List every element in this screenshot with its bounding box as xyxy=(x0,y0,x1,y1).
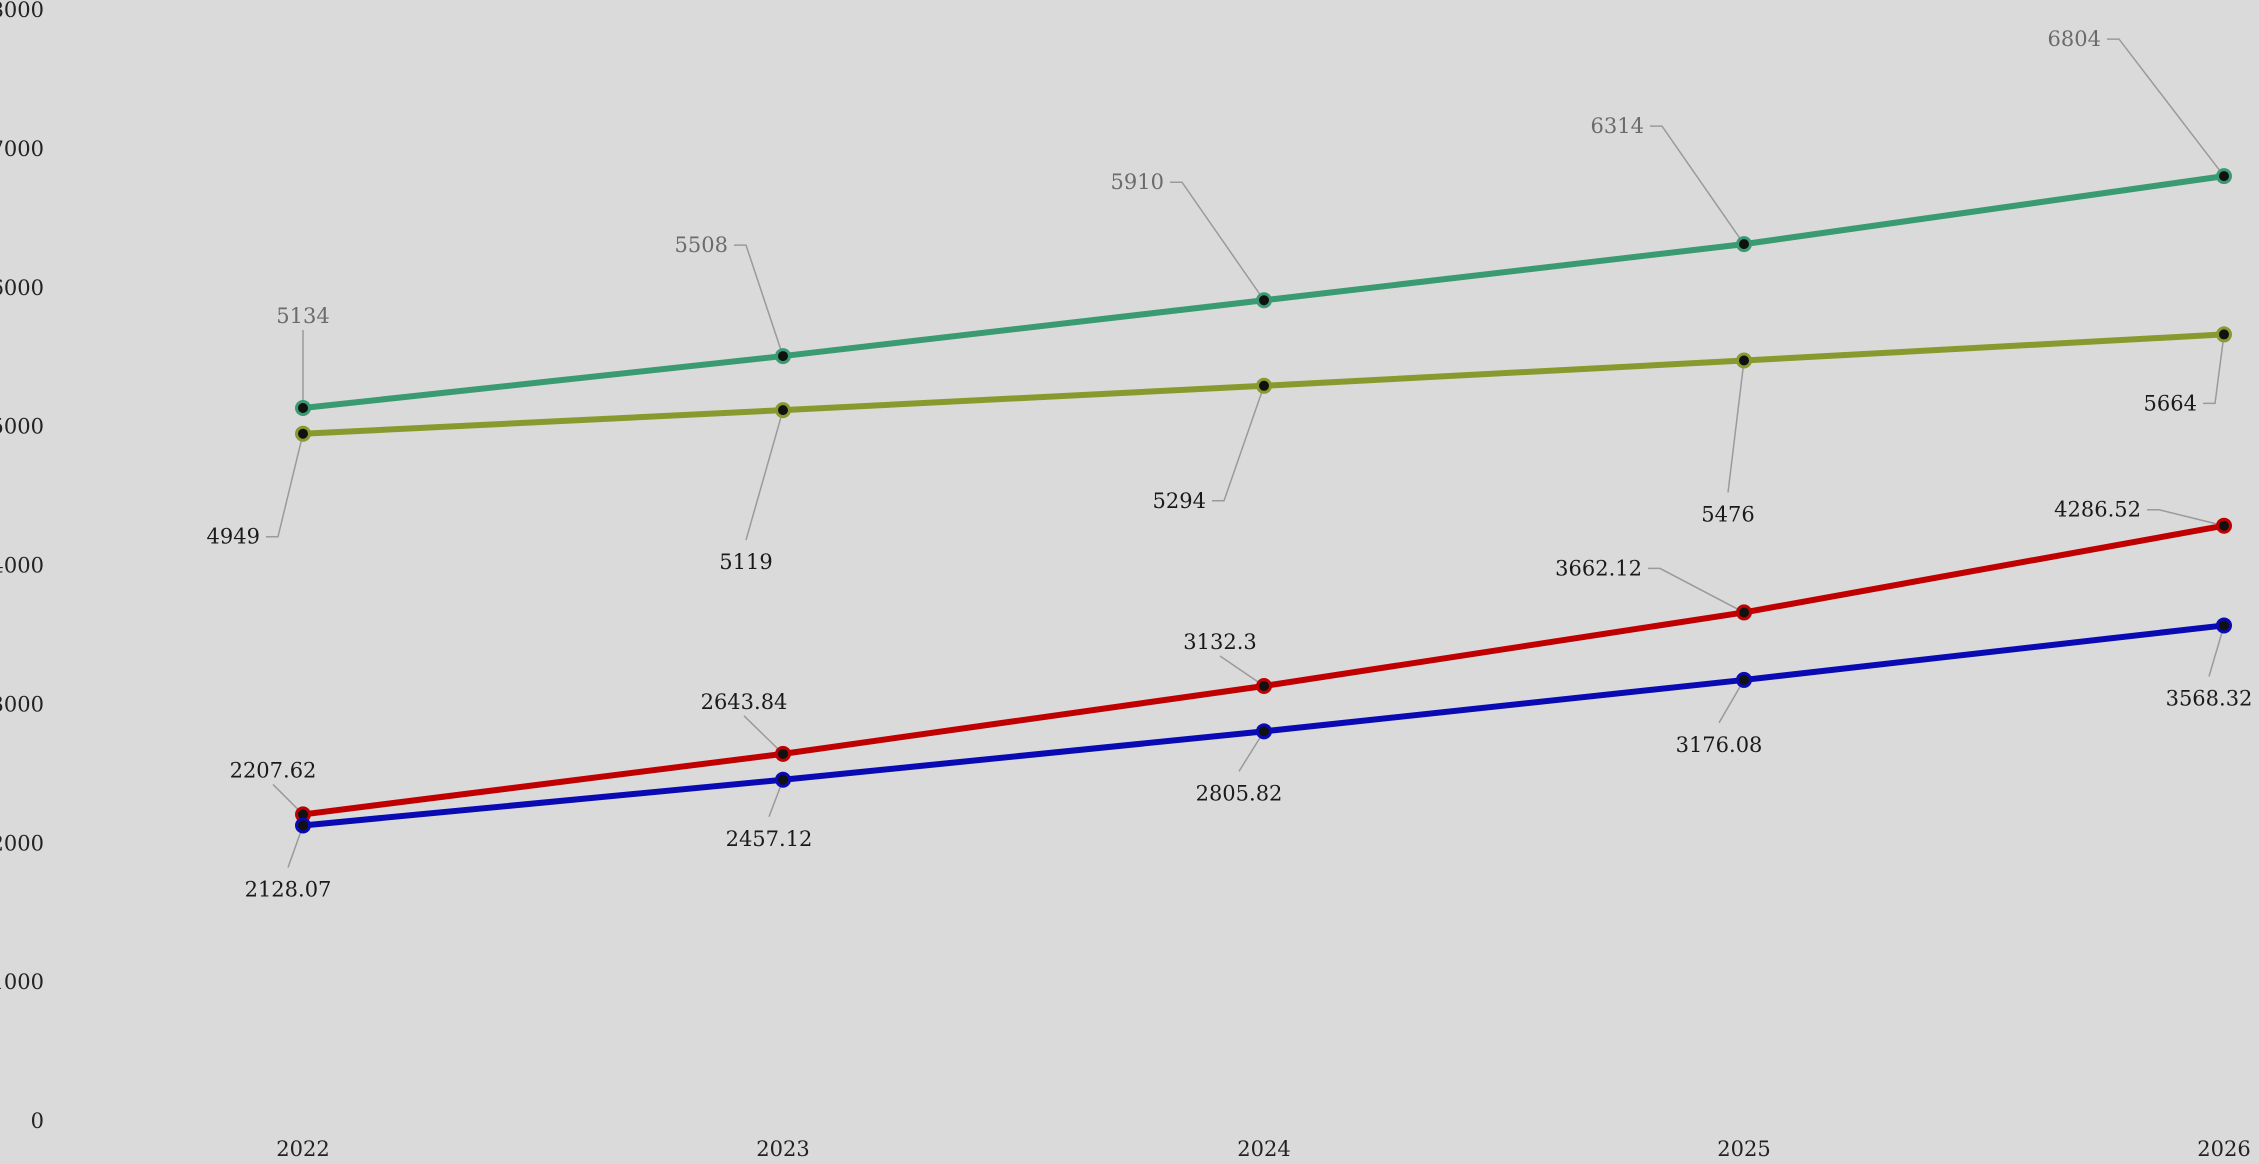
x-tick-label: 2023 xyxy=(756,1137,809,1160)
x-tick-label: 2025 xyxy=(1717,1137,1770,1160)
leader-line xyxy=(1648,567,1745,614)
data-point xyxy=(1256,723,1272,740)
leader-line xyxy=(745,409,784,541)
data-label: 2128.07 xyxy=(245,877,332,901)
x-tick-label: 2022 xyxy=(276,1137,329,1160)
data-label: 2805.82 xyxy=(1196,781,1283,805)
leader-line xyxy=(266,433,304,538)
data-point xyxy=(1256,377,1272,394)
data-point xyxy=(775,771,791,788)
data-label: 3662.12 xyxy=(1555,556,1642,580)
leader-line xyxy=(1212,385,1265,502)
data-label: 5119 xyxy=(719,550,772,574)
y-tick-label: 7000 xyxy=(0,137,44,161)
leader-line xyxy=(1650,125,1745,245)
data-label: 4286.52 xyxy=(2054,498,2141,522)
data-label: 5910 xyxy=(1111,170,1164,194)
data-label: 5294 xyxy=(1153,489,1206,513)
data-point xyxy=(2216,517,2232,534)
data-label: 5664 xyxy=(2144,391,2197,415)
data-point xyxy=(1736,236,1752,253)
data-point xyxy=(1736,671,1752,688)
data-point xyxy=(1736,352,1752,369)
data-point xyxy=(2216,617,2232,634)
y-tick-label: 5000 xyxy=(0,415,44,439)
data-point xyxy=(295,400,311,417)
data-point xyxy=(1256,292,1272,309)
data-point xyxy=(2216,326,2232,343)
leader-line xyxy=(2107,38,2225,177)
y-tick-label: 2000 xyxy=(0,831,44,855)
data-label: 5134 xyxy=(276,304,329,328)
y-tick-label: 3000 xyxy=(0,692,44,716)
data-label: 4949 xyxy=(207,525,260,549)
data-label: 6804 xyxy=(2048,27,2101,51)
y-tick-label: 1000 xyxy=(0,970,44,994)
data-point xyxy=(1736,604,1752,621)
series-line xyxy=(300,522,2227,818)
y-tick-label: 4000 xyxy=(0,554,44,578)
data-point xyxy=(2216,168,2232,185)
data-point xyxy=(775,745,791,762)
leader-line xyxy=(2147,508,2225,527)
leader-line xyxy=(2203,334,2225,405)
data-label: 6314 xyxy=(1591,114,1644,138)
data-label: 3568.32 xyxy=(2166,686,2253,710)
leader-line xyxy=(743,715,784,755)
data-point xyxy=(295,425,311,442)
data-label: 5508 xyxy=(675,233,728,257)
data-label: 3176.08 xyxy=(1676,733,1763,757)
leader-line xyxy=(734,244,784,357)
leader-line xyxy=(1727,360,1745,493)
y-tick-label: 8000 xyxy=(0,0,44,22)
data-label: 2643.84 xyxy=(701,690,788,714)
x-tick-label: 2026 xyxy=(2197,1137,2250,1160)
leader-line xyxy=(1219,655,1265,687)
leader-line xyxy=(1170,181,1265,301)
data-point xyxy=(295,817,311,834)
leader-line xyxy=(1718,679,1745,724)
y-tick-label: 6000 xyxy=(0,276,44,300)
data-point xyxy=(1256,678,1272,695)
series-line xyxy=(300,173,2227,412)
data-point xyxy=(775,348,791,365)
data-point xyxy=(775,402,791,419)
y-tick-label: 0 xyxy=(31,1109,44,1133)
data-label: 2457.12 xyxy=(726,827,813,851)
leader-line xyxy=(2208,625,2225,677)
data-label: 2207.62 xyxy=(230,758,317,782)
data-label: 3132.3 xyxy=(1183,630,1256,654)
data-label: 5476 xyxy=(1701,503,1754,527)
x-tick-label: 2024 xyxy=(1237,1137,1290,1160)
